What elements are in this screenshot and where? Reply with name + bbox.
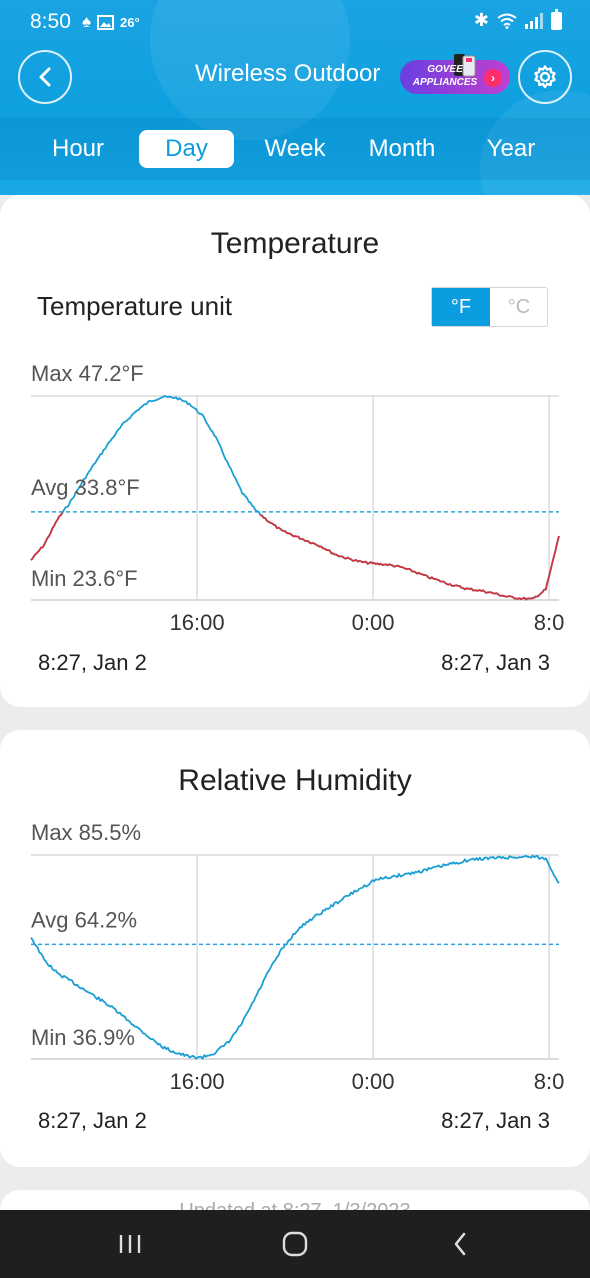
temperature-avg-label: Avg 33.8°F xyxy=(31,475,140,500)
temperature-card: Temperature Temperature unit °F °C 16:00… xyxy=(0,195,590,707)
tab-month[interactable]: Month xyxy=(368,135,436,162)
home-button[interactable] xyxy=(265,1224,325,1264)
wifi-icon xyxy=(497,13,517,29)
humidity-chart: 16:00 0:00 8:0 Max 85.5% Avg 64.2% Min 36.9% xyxy=(30,820,565,1094)
system-back-button[interactable] xyxy=(430,1224,490,1264)
humidity-range-start: 8:27, Jan 2 xyxy=(38,1108,147,1133)
tab-day[interactable]: Day xyxy=(139,130,234,168)
notification-icon: ♠ xyxy=(82,12,92,31)
unit-fahrenheit-button[interactable]: °F xyxy=(432,288,490,326)
humidity-max-label: Max 85.5% xyxy=(31,820,141,845)
chevron-left-icon xyxy=(39,67,51,87)
tab-hour[interactable]: Hour xyxy=(51,135,105,162)
temperature-min-label: Min 23.6°F xyxy=(31,566,138,591)
battery-icon xyxy=(551,8,562,30)
chevron-right-icon: › xyxy=(484,69,502,87)
humidity-card: Relative Humidity 16:00 0:00 8:0 Max 85.5% A… xyxy=(0,730,590,1167)
home-icon xyxy=(282,1231,308,1257)
top-bar: 8:50 ♠ 26° ✱ Wireless Outdoor GOVEE APPL… xyxy=(0,0,590,195)
humidity-x-tick-label: 16:00 xyxy=(170,1069,225,1094)
humidity-x-tick-label: 8:0 xyxy=(534,1069,565,1094)
settings-button[interactable] xyxy=(518,50,572,104)
ad-badge-text: GOVEE APPLIANCES xyxy=(412,64,478,88)
gear-icon xyxy=(534,65,556,89)
humidity-series-line xyxy=(30,854,560,1060)
back-arrow-icon xyxy=(454,1232,466,1256)
gallery-icon xyxy=(97,14,115,30)
temperature-title: Temperature xyxy=(210,227,380,260)
unit-celsius-button[interactable]: °C xyxy=(507,296,531,318)
system-nav-bar xyxy=(0,1210,590,1278)
temperature-x-tick-label: 16:00 xyxy=(170,610,225,635)
status-bar: 8:50 ♠ 26° ✱ xyxy=(0,0,590,46)
page-title: Wireless Outdoor xyxy=(195,60,381,87)
temperature-x-tick-label: 0:00 xyxy=(352,610,395,635)
bluetooth-icon: ✱ xyxy=(473,10,489,30)
system-icons: ✱ xyxy=(473,8,562,31)
weather-temp: 26° xyxy=(120,14,140,30)
temperature-below-avg-segment xyxy=(30,512,64,561)
signal-icon xyxy=(525,12,543,29)
notification-icons: ♠ 26° xyxy=(82,12,140,32)
humidity-x-tick-label: 0:00 xyxy=(352,1069,395,1094)
recent-apps-icon xyxy=(119,1235,141,1253)
humidity-range-end: 8:27, Jan 3 xyxy=(441,1108,550,1133)
tab-year[interactable]: Year xyxy=(486,135,536,162)
temperature-below-avg-segment xyxy=(260,514,560,601)
humidity-title: Relative Humidity xyxy=(178,764,412,797)
humidity-avg-label: Avg 64.2% xyxy=(31,907,137,932)
back-button[interactable] xyxy=(18,50,72,104)
devices-icon xyxy=(454,54,476,77)
govee-appliances-ad-badge[interactable]: GOVEE APPLIANCES › xyxy=(398,52,512,100)
temperature-chart: 16:00 0:00 8:0 Max 47.2°F Avg 33.8°F Min 23.6… xyxy=(30,361,565,635)
temperature-x-tick-label: 8:0 xyxy=(534,610,565,635)
status-time: 8:50 xyxy=(30,10,71,33)
temperature-range-start: 8:27, Jan 2 xyxy=(38,650,147,675)
period-tabs: Hour Day Week Month Year xyxy=(0,118,590,180)
temperature-unit-label: Temperature unit xyxy=(37,291,233,321)
humidity-min-label: Min 36.9% xyxy=(31,1025,135,1050)
app-header: Wireless Outdoor GOVEE APPLIANCES › xyxy=(0,46,590,110)
temperature-range-end: 8:27, Jan 3 xyxy=(441,650,550,675)
recent-apps-button[interactable] xyxy=(100,1224,160,1264)
tab-week[interactable]: Week xyxy=(264,135,326,162)
temperature-max-label: Max 47.2°F xyxy=(31,361,144,386)
temperature-unit-toggle: °F °C xyxy=(431,287,548,327)
